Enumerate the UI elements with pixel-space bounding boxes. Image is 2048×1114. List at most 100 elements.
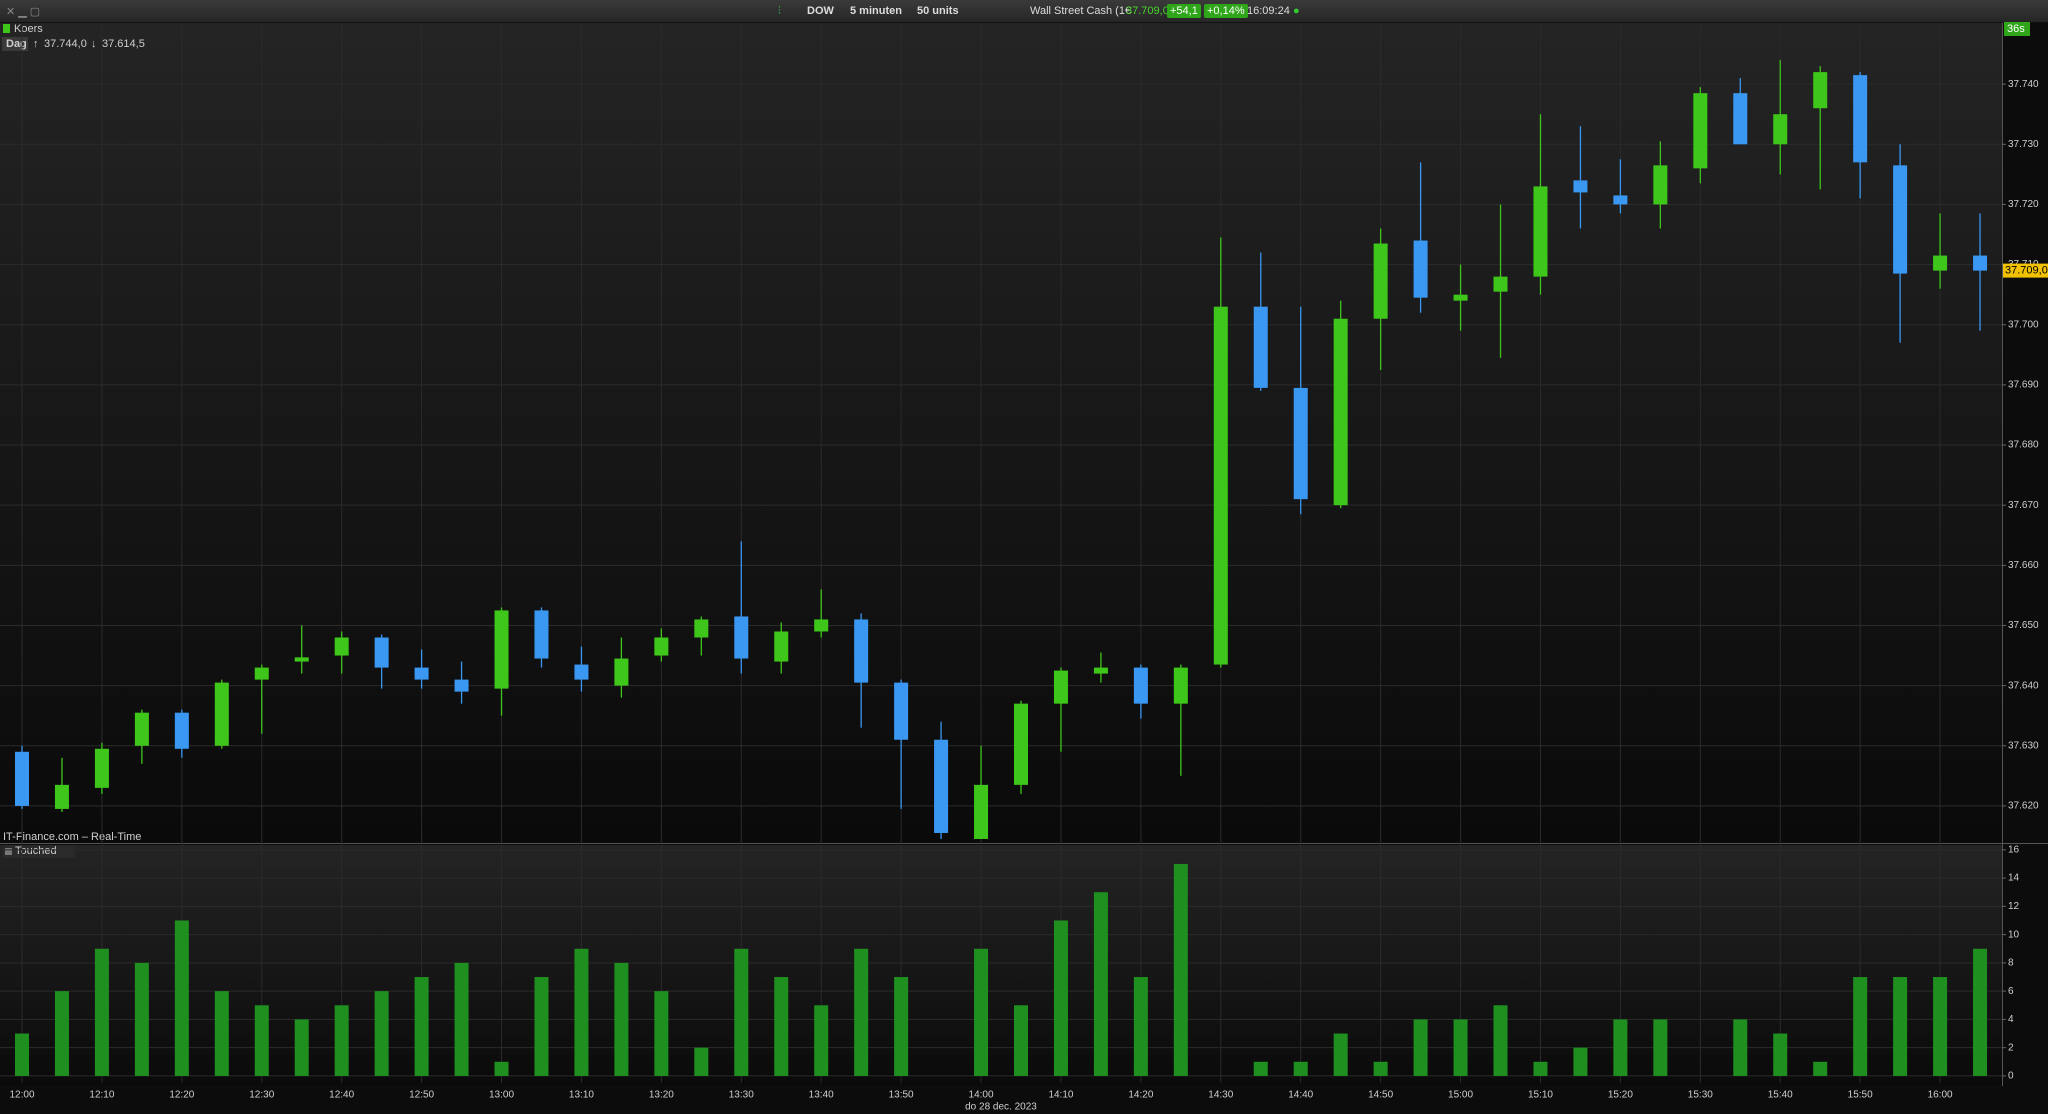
- volume-bar: [494, 1061, 509, 1076]
- candle-body: [574, 664, 589, 680]
- date-label: do 28 dec. 2023: [965, 1102, 1037, 1113]
- symbol[interactable]: DOW: [807, 5, 834, 17]
- candle-body: [134, 712, 149, 746]
- legend-series[interactable]: Koers: [14, 23, 43, 35]
- candle-body: [1613, 195, 1628, 205]
- candle-body: [1293, 387, 1308, 500]
- candle-body: [814, 619, 829, 632]
- x-tick-label: 12:30: [249, 1090, 274, 1101]
- interval[interactable]: 5 minuten: [850, 5, 902, 17]
- volume-bar: [1014, 1005, 1028, 1076]
- volume-bar: [1413, 1019, 1428, 1076]
- candle-body: [1173, 667, 1188, 704]
- price-pane: [0, 23, 2002, 843]
- y-tick-label: 16: [2008, 844, 2020, 855]
- day-high: 37.744,0: [44, 38, 87, 50]
- day-low: 37.614,5: [102, 38, 145, 50]
- candle-body: [1733, 93, 1748, 145]
- window-controls[interactable]: ✕ ▁ ▢: [6, 6, 41, 18]
- volume-bar: [1973, 948, 1988, 1076]
- x-tick-label: 15:10: [1528, 1090, 1553, 1101]
- y-tick-label: 2: [2008, 1042, 2014, 1053]
- chart-type-icon[interactable]: ⫶: [778, 5, 781, 17]
- x-tick-label: 13:00: [489, 1090, 514, 1101]
- candle-body: [54, 784, 69, 809]
- x-tick-label: 14:40: [1288, 1090, 1313, 1101]
- volume-bar: [814, 1005, 829, 1076]
- period[interactable]: Dag: [6, 38, 27, 50]
- timer: 36s: [2007, 23, 2025, 35]
- candle-body: [94, 748, 109, 788]
- candle-body: [1053, 670, 1068, 704]
- candle-body: [854, 619, 869, 683]
- y-tick-label: 37.660: [2008, 560, 2039, 571]
- volume-bar: [1173, 863, 1188, 1076]
- legend-swatch: [3, 24, 10, 33]
- clock: 16:09:24: [1247, 5, 1290, 17]
- volume-bar: [174, 920, 189, 1076]
- candle-body: [654, 637, 669, 656]
- volume-bar: [1053, 920, 1068, 1076]
- candle-body: [1213, 306, 1228, 665]
- y-tick-label: 8: [2008, 958, 2014, 969]
- candle-body: [1533, 186, 1548, 277]
- volume-bar: [15, 1033, 29, 1076]
- volume-bar: [1093, 892, 1108, 1076]
- volume-bar: [1613, 1019, 1628, 1076]
- volume-bar: [374, 991, 389, 1076]
- candle-body: [774, 631, 789, 662]
- y-tick-label: 37.670: [2008, 500, 2039, 511]
- candle-body: [1933, 255, 1948, 271]
- volume-bar: [1253, 1061, 1268, 1076]
- x-tick-label: 15:20: [1608, 1090, 1633, 1101]
- candle-body: [1813, 72, 1828, 109]
- y-tick-label: 37.740: [2008, 79, 2039, 90]
- y-tick-label: 37.730: [2008, 139, 2039, 150]
- y-tick-label: 14: [2008, 873, 2020, 884]
- volume-bar: [1533, 1061, 1548, 1076]
- volume-legend[interactable]: Touched: [15, 845, 57, 857]
- volume-legend-box: [3, 845, 75, 858]
- candle-body: [1413, 240, 1428, 298]
- candle-body: [1493, 276, 1508, 292]
- x-tick-label: 16:00: [1928, 1090, 1953, 1101]
- volume-bar: [1573, 1047, 1588, 1076]
- volume-bar: [774, 977, 789, 1076]
- candle-body: [454, 679, 469, 692]
- toolbar: ✕ ▁ ▢ ⫶ DOW 5 minuten 50 units Wall Stre…: [0, 0, 2048, 23]
- candle-body: [1653, 165, 1668, 205]
- y-tick-label: 37.720: [2008, 199, 2039, 210]
- units[interactable]: 50 units: [917, 5, 959, 17]
- y-tick-label: 37.640: [2008, 680, 2039, 691]
- x-tick-label: 13:10: [569, 1090, 594, 1101]
- candle-body: [174, 712, 189, 749]
- candle-body: [494, 610, 509, 689]
- candle-body: [1573, 180, 1588, 193]
- candle-body: [214, 682, 229, 746]
- candle-body: [734, 616, 749, 659]
- volume-bar: [894, 977, 909, 1076]
- y-tick-label: 0: [2008, 1071, 2014, 1082]
- last-price-box: [2003, 263, 2048, 278]
- volume-bar: [294, 1019, 309, 1076]
- volume-bar: [614, 962, 629, 1076]
- volume-bar: [414, 977, 429, 1076]
- volume-bar: [94, 948, 109, 1076]
- x-tick-label: 13:20: [649, 1090, 674, 1101]
- candle-body: [934, 739, 949, 833]
- volume-bar: [1653, 1019, 1668, 1076]
- candle-body: [1693, 93, 1708, 169]
- volume-bar: [1853, 977, 1868, 1076]
- timer-box: [2004, 22, 2030, 36]
- volume-bar: [1373, 1061, 1388, 1076]
- last-price-label: 37.709,0: [2005, 265, 2048, 277]
- volume-bar: [1493, 1005, 1508, 1076]
- candle-body: [1973, 255, 1988, 271]
- volume-bar: [1933, 977, 1948, 1076]
- y-tick-label: 37.680: [2008, 440, 2039, 451]
- volume-bar: [1733, 1019, 1748, 1076]
- x-tick-label: 15:00: [1448, 1090, 1473, 1101]
- candle-body: [1773, 114, 1788, 145]
